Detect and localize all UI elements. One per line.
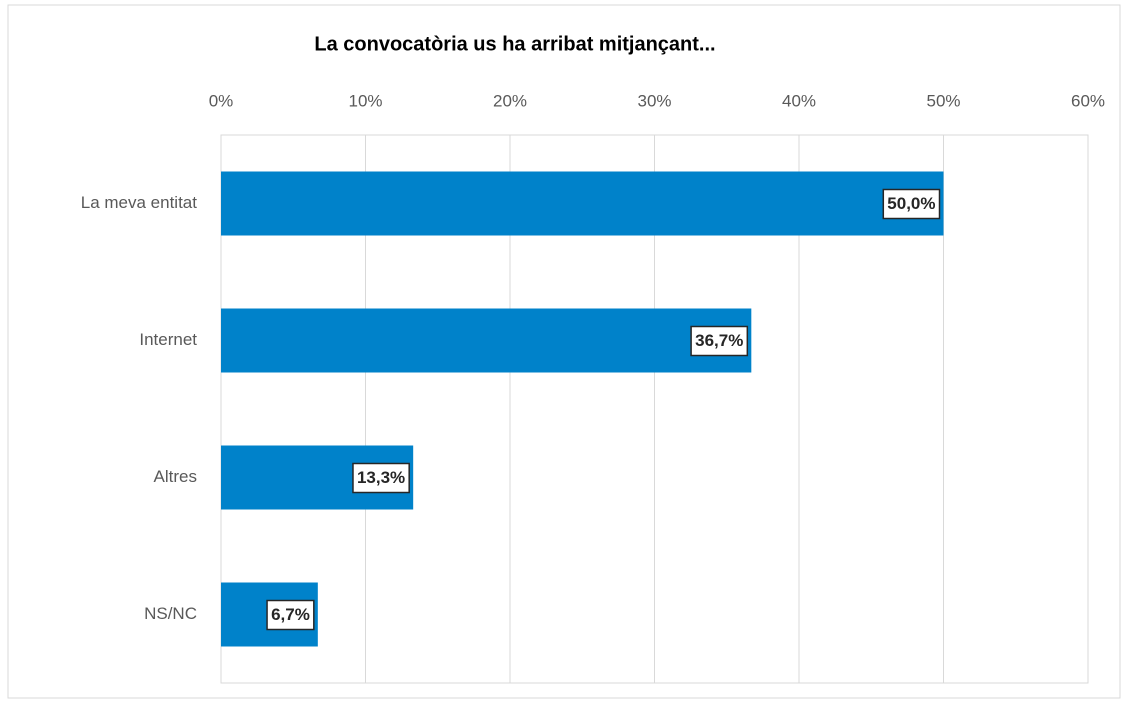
data-label: 36,7%: [695, 331, 743, 350]
data-label-box: [690, 325, 749, 357]
y-tick-label: La meva entitat: [81, 193, 198, 212]
y-tick-label: Altres: [154, 467, 197, 486]
x-tick-label: 60%: [1071, 91, 1105, 110]
chart-title: La convocatòria us ha arribat mitjançant…: [314, 33, 715, 55]
data-label-box: [882, 188, 941, 220]
x-tick-label: 20%: [493, 91, 527, 110]
y-tick-label: Internet: [139, 330, 197, 349]
data-label-box: [352, 462, 410, 494]
bar: [221, 171, 944, 236]
bar: [221, 308, 752, 373]
data-label: 50,0%: [887, 194, 935, 213]
x-tick-label: 30%: [637, 91, 671, 110]
x-tick-label: 0%: [209, 91, 234, 110]
chart-border: [7, 4, 1121, 699]
data-label-box: [266, 599, 315, 631]
data-label: 13,3%: [357, 468, 405, 487]
x-tick-label: 10%: [348, 91, 382, 110]
data-label: 6,7%: [271, 605, 310, 624]
y-tick-label: NS/NC: [144, 604, 197, 623]
x-tick-label: 50%: [926, 91, 960, 110]
x-tick-label: 40%: [782, 91, 816, 110]
